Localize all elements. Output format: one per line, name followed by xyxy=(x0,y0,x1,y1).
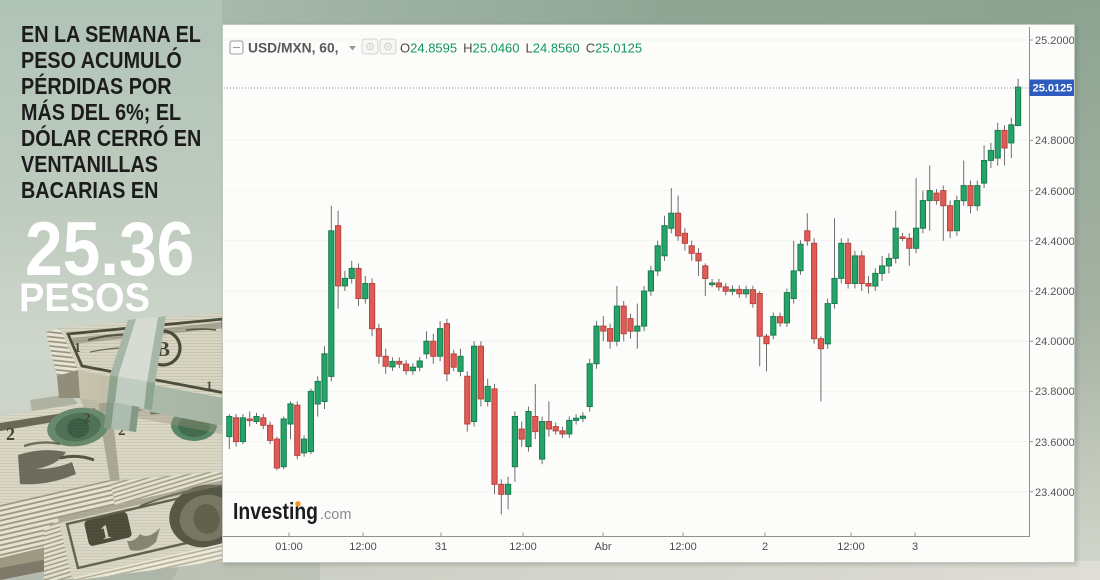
svg-text:25.0125: 25.0125 xyxy=(1033,83,1073,95)
svg-text:12:00: 12:00 xyxy=(509,541,537,553)
svg-text:24.6000: 24.6000 xyxy=(1035,186,1074,198)
svg-text:12:00: 12:00 xyxy=(349,541,377,553)
svg-text:3: 3 xyxy=(912,541,918,553)
svg-text:USD/MXN, 60,: USD/MXN, 60, xyxy=(248,41,338,56)
svg-text:24.0000: 24.0000 xyxy=(1035,336,1074,348)
svg-text:Abr: Abr xyxy=(594,541,611,553)
svg-text:.com: .com xyxy=(320,507,351,523)
svg-text:12:00: 12:00 xyxy=(669,541,697,553)
svg-text:23.4000: 23.4000 xyxy=(1035,487,1074,499)
svg-text:24.8000: 24.8000 xyxy=(1035,135,1074,147)
svg-text:24.2000: 24.2000 xyxy=(1035,286,1074,298)
svg-text:2: 2 xyxy=(762,541,768,553)
svg-text:01:00: 01:00 xyxy=(275,541,303,553)
svg-text:25.2000: 25.2000 xyxy=(1035,35,1074,47)
svg-text:Investing: Investing xyxy=(233,498,318,524)
svg-text:23.6000: 23.6000 xyxy=(1035,437,1074,449)
svg-text:23.8000: 23.8000 xyxy=(1035,386,1074,398)
svg-text:31: 31 xyxy=(435,541,447,553)
svg-text:24.4000: 24.4000 xyxy=(1035,236,1074,248)
svg-text:12:00: 12:00 xyxy=(837,541,865,553)
